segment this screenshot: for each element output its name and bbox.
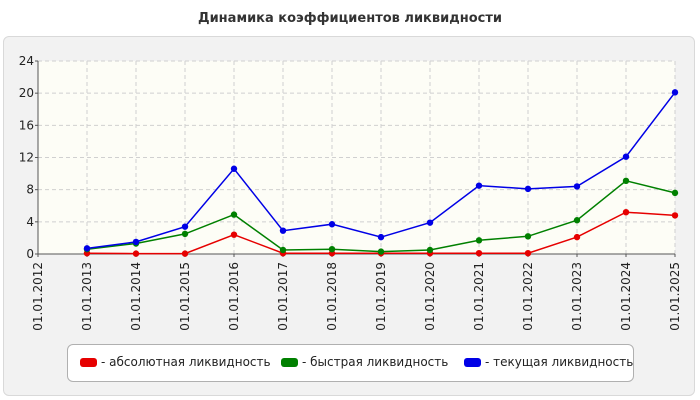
legend-item-current: - текущая ликвидность — [464, 354, 633, 370]
data-point-series-1 — [181, 230, 189, 238]
data-point-series-0 — [671, 212, 679, 219]
data-point-series-2 — [475, 182, 483, 189]
data-point-series-2 — [181, 223, 189, 230]
legend-item-absolute: - абсолютная ликвидность — [80, 354, 271, 370]
data-point-series-2 — [573, 183, 581, 190]
data-point-series-1 — [524, 233, 532, 240]
data-point-series-0 — [622, 208, 630, 216]
legend-label-absolute: - абсолютная ликвидность — [101, 355, 271, 369]
x-tick-label: 01.01.2021 — [472, 262, 486, 331]
legend-swatch-current — [464, 357, 481, 367]
x-tick-label: 01.01.2023 — [570, 262, 584, 331]
x-tick-label: 01.01.2014 — [129, 262, 143, 331]
x-tick-label: 01.01.2017 — [276, 262, 290, 331]
y-tick-label: 0 — [26, 247, 34, 261]
data-point-series-1 — [475, 237, 483, 244]
x-tick-label: 01.01.2024 — [619, 262, 633, 331]
x-tick-label: 01.01.2012 — [31, 262, 45, 331]
chart-title: Динамика коэффициентов ликвидности — [198, 11, 502, 26]
legend-swatch-absolute — [80, 357, 97, 367]
data-point-series-1 — [230, 211, 238, 218]
data-point-series-0 — [475, 249, 483, 257]
data-point-series-0 — [524, 249, 532, 257]
data-point-series-2 — [524, 185, 532, 193]
x-tick-label: 01.01.2016 — [227, 262, 241, 331]
data-point-series-1 — [573, 217, 581, 224]
data-point-series-1 — [377, 248, 385, 255]
data-point-series-0 — [230, 231, 238, 238]
data-point-series-2 — [279, 227, 287, 234]
data-point-series-1 — [622, 177, 630, 185]
data-point-series-2 — [377, 233, 385, 241]
data-point-series-1 — [426, 246, 434, 254]
legend-swatch-quick — [281, 357, 298, 367]
data-point-series-2 — [328, 221, 336, 228]
y-tick-label: 16 — [19, 118, 34, 132]
x-tick-label: 01.01.2022 — [521, 262, 535, 331]
data-point-series-2 — [426, 219, 434, 226]
x-tick-label: 01.01.2018 — [325, 262, 339, 331]
data-point-series-2 — [132, 238, 140, 246]
x-tick-label: 01.01.2015 — [178, 262, 192, 331]
x-tick-label: 01.01.2019 — [374, 262, 388, 331]
data-point-series-0 — [132, 250, 140, 257]
x-tick-label: 01.01.2020 — [423, 262, 437, 331]
y-tick-label: 12 — [19, 151, 34, 165]
data-point-series-1 — [328, 245, 336, 253]
legend-label-quick: - быстрая ликвидность — [302, 355, 449, 369]
y-tick-label: 24 — [19, 54, 34, 68]
data-point-series-2 — [671, 89, 679, 96]
data-point-series-0 — [181, 250, 189, 257]
data-point-series-1 — [279, 246, 287, 254]
data-point-series-2 — [622, 153, 630, 160]
x-tick-label: 01.01.2013 — [80, 262, 94, 331]
legend-item-quick: - быстрая ликвидность — [281, 354, 448, 370]
data-point-series-1 — [671, 189, 679, 197]
y-tick-label: 8 — [26, 183, 34, 197]
chart-legend: - абсолютная ликвидность - быстрая ликви… — [67, 344, 634, 382]
x-tick-label: 01.01.2025 — [668, 262, 682, 331]
data-point-series-2 — [230, 165, 238, 172]
data-point-series-0 — [573, 233, 581, 241]
legend-label-current: - текущая ликвидность — [485, 355, 634, 369]
y-tick-label: 20 — [19, 86, 34, 100]
y-tick-label: 4 — [26, 215, 34, 229]
data-point-series-2 — [83, 245, 91, 252]
